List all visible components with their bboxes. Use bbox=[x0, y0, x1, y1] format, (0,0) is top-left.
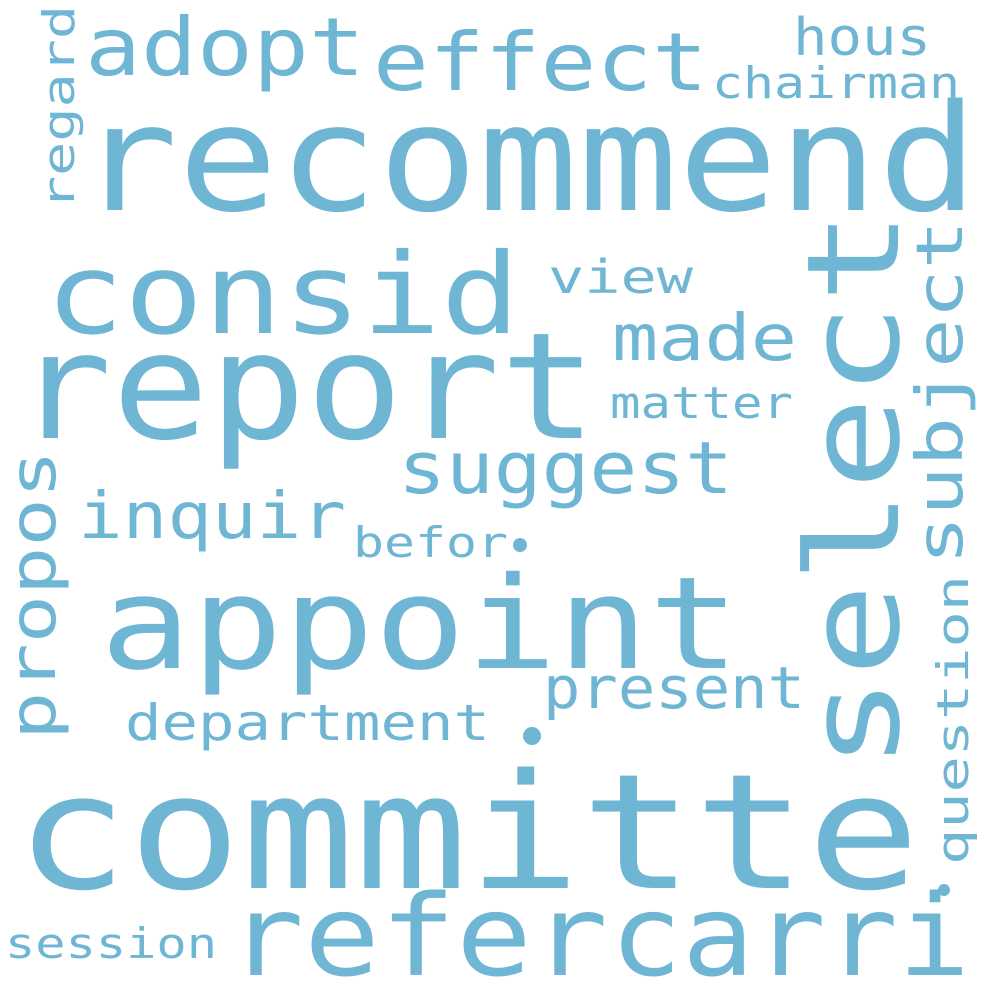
word-hous: hous bbox=[793, 8, 931, 68]
word-effect: effect bbox=[373, 16, 708, 109]
word-propos: propos bbox=[0, 450, 71, 740]
word-befor: befor bbox=[353, 518, 508, 567]
word-inquir: inquir bbox=[78, 480, 346, 554]
word-appoint: appoint bbox=[100, 550, 740, 699]
word-select: select bbox=[780, 210, 929, 770]
word-report: report bbox=[15, 301, 597, 473]
word-department: department bbox=[125, 694, 490, 752]
word-question: question bbox=[928, 575, 979, 865]
word-recommend: recommend bbox=[78, 73, 978, 245]
word-consid: consid bbox=[45, 230, 520, 360]
dot-mark bbox=[513, 538, 527, 552]
dot-mark bbox=[523, 727, 541, 745]
word-session: session bbox=[5, 919, 217, 968]
word-committe: committe bbox=[15, 739, 920, 926]
word-view: view bbox=[548, 250, 693, 304]
word-made: made bbox=[612, 302, 797, 376]
word-suggest: suggest bbox=[398, 426, 733, 510]
word-present: present bbox=[543, 654, 805, 722]
word-regard: regard bbox=[34, 5, 85, 210]
word-adopt: adopt bbox=[85, 1, 365, 94]
word-carri: carri bbox=[610, 872, 970, 1000]
word-matter: matter bbox=[610, 378, 793, 429]
word-subject: subject bbox=[904, 220, 978, 565]
word-refer: refer bbox=[228, 872, 608, 1000]
word-chairman: chairman bbox=[712, 58, 960, 109]
dot-mark bbox=[938, 884, 950, 896]
